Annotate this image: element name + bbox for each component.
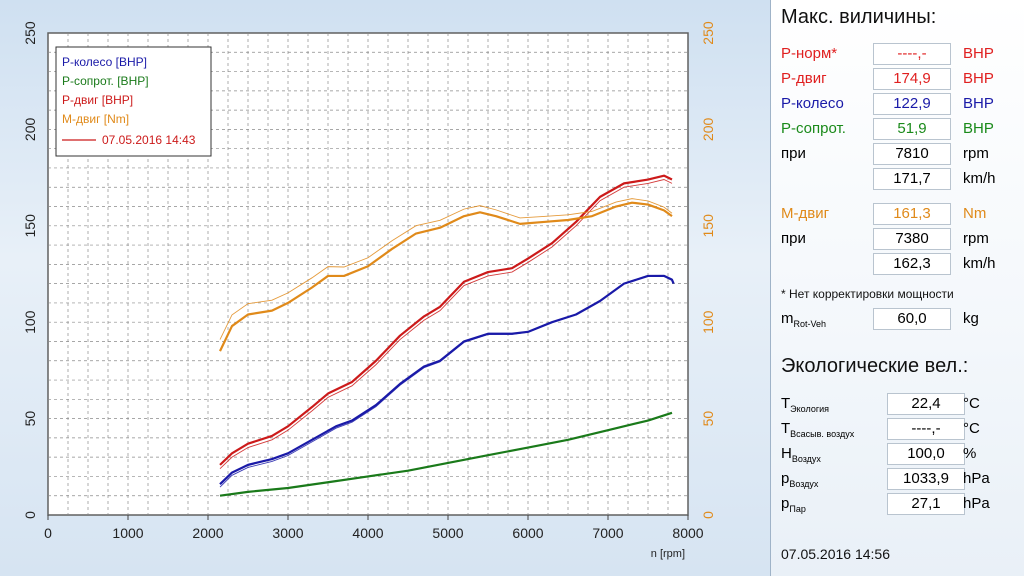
row-value: ----,- [873,43,951,65]
row-label: P-колесо [781,95,844,112]
row-unit: BHP [963,95,994,112]
y-tick-label-right: 150 [700,214,716,238]
row-value: 162,3 [873,253,951,275]
row-p-engine: P-двиг 174,9 BHP [781,68,1021,90]
x-tick-label: 8000 [672,525,703,541]
row-power-speed: 171,7 km/h [781,168,1021,190]
row-label: HВоздух [781,445,821,464]
eco-title: Экологические вел.: [781,355,969,377]
y-tick-label-right: 100 [700,310,716,334]
row-unit: BHP [963,45,994,62]
x-tick-label: 5000 [432,525,463,541]
row-p-norm: P-норм* ----,- BHP [781,43,1021,65]
y-tick-label-left: 0 [22,511,38,519]
row-torque-rpm: при 7380 rpm [781,228,1021,250]
x-tick-label: 0 [44,525,52,541]
x-axis-label: n [rpm] [651,548,685,560]
row-humidity: HВоздух 100,0 % [781,443,1021,465]
row-power-rpm: при 7810 rpm [781,143,1021,165]
series-line-2 [219,174,673,466]
row-unit: BHP [963,70,994,87]
row-intake-temp: TВсасыв. воздух ----,- °C [781,418,1021,440]
legend-run-label: 07.05.2016 14:43 [102,133,196,147]
y-tick-label-right: 0 [700,511,716,519]
row-unit: rpm [963,230,989,247]
row-torque-speed: 162,3 km/h [781,253,1021,275]
row-label: pПар [781,495,806,514]
row-unit: BHP [963,120,994,137]
max-values-panel: Макс. виличины: P-норм* ----,- BHP P-дви… [770,0,1024,576]
y-tick-label-left: 250 [22,21,38,45]
row-eco-temp: TЭкология 22,4 °C [781,393,1021,415]
row-mass: mRot-Veh 60,0 kg [781,308,1021,330]
row-value: 22,4 [887,393,965,415]
series-line-1 [219,411,673,497]
row-value: ----,- [887,418,965,440]
row-unit: km/h [963,255,996,272]
y-tick-label-right: 200 [700,118,716,142]
x-tick-label: 7000 [592,525,623,541]
row-value: 60,0 [873,308,951,330]
y-tick-label-left: 200 [22,118,38,142]
legend-entry: M-двиг [Nm] [62,112,129,126]
x-tick-label: 6000 [512,525,543,541]
row-air-pressure: pВоздух 1033,9 hPa [781,468,1021,490]
max-values-title: Макс. виличины: [781,6,937,28]
row-value: 161,3 [873,203,951,225]
row-label: P-норм* [781,45,838,62]
legend-box [55,46,212,157]
legend: P-колесо [BHP] P-сопрот. [BHP] P-двиг [BHP… [55,46,212,157]
row-unit: kg [963,310,979,327]
row-value: 1033,9 [887,468,965,490]
row-value: 122,9 [873,93,951,115]
row-label: P-двиг [781,70,827,87]
row-value: 7380 [873,228,951,250]
row-unit: °C [963,395,980,412]
series-reference-line-3 [219,198,673,340]
row-vapor-pressure: pПар 27,1 hPa [781,493,1021,515]
row-torque: M-двиг 161,3 Nm [781,203,1021,225]
x-tick-label: 2000 [192,525,223,541]
row-label: при [781,145,806,162]
row-label: TЭкология [781,395,830,414]
row-unit: % [963,445,977,462]
row-label: TВсасыв. воздух [781,420,855,439]
row-value: 171,7 [873,168,951,190]
row-label: pВоздух [781,470,819,489]
series-reference-line-0 [219,274,675,488]
row-label: при [781,230,806,247]
series-line-3 [219,201,673,352]
x-tick-label: 4000 [352,525,383,541]
timestamp: 07.05.2016 14:56 [781,546,890,562]
x-tick-label: 1000 [112,525,143,541]
row-unit: rpm [963,145,989,162]
legend-entry: P-двиг [BHP] [62,93,133,107]
correction-note: * Нет корректировки мощности [781,287,954,301]
row-unit: hPa [963,495,990,512]
row-unit: km/h [963,170,996,187]
row-label: P-сопрот. [781,120,846,137]
row-value: 174,9 [873,68,951,90]
y-tick-label-left: 50 [22,411,38,427]
y-tick-label-right: 250 [700,21,716,45]
row-p-wheel: P-колесо 122,9 BHP [781,93,1021,115]
row-p-loss: P-сопрот. 51,9 BHP [781,118,1021,140]
row-value: 51,9 [873,118,951,140]
row-unit: °C [963,420,980,437]
row-value: 27,1 [887,493,965,515]
row-label: mRot-Veh [781,310,827,329]
legend-entry: P-колесо [BHP] [62,55,147,69]
y-tick-label-left: 100 [22,310,38,334]
legend-entry: P-сопрот. [BHP] [62,74,149,88]
row-value: 100,0 [887,443,965,465]
row-unit: Nm [963,205,987,222]
series-reference-line-2 [219,179,673,470]
row-label: M-двиг [781,205,830,222]
y-tick-label-left: 150 [22,214,38,238]
row-unit: hPa [963,470,990,487]
y-tick-label-right: 50 [700,411,716,427]
row-value: 7810 [873,143,951,165]
x-tick-label: 3000 [272,525,303,541]
